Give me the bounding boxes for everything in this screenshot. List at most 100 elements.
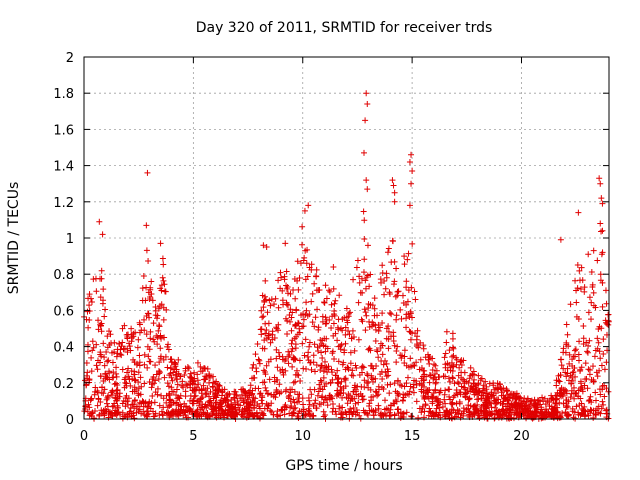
- data-point: [485, 401, 492, 408]
- data-point: [287, 306, 294, 313]
- data-point: [213, 394, 220, 401]
- data-point: [360, 396, 367, 403]
- data-point: [102, 306, 109, 313]
- data-point: [179, 378, 186, 385]
- data-point: [321, 299, 328, 306]
- data-point: [99, 231, 106, 238]
- data-point: [299, 241, 306, 248]
- data-point: [442, 400, 449, 407]
- data-point: [300, 316, 307, 323]
- data-point: [318, 349, 325, 356]
- data-point: [406, 158, 413, 165]
- data-point: [564, 413, 571, 420]
- data-point: [492, 397, 499, 404]
- data-point: [390, 182, 397, 189]
- data-point: [414, 333, 421, 340]
- data-point: [385, 245, 392, 252]
- data-point: [372, 326, 379, 333]
- data-point: [393, 265, 400, 272]
- data-point: [449, 367, 456, 374]
- data-point: [272, 394, 279, 401]
- data-point: [368, 394, 375, 401]
- data-point: [377, 371, 384, 378]
- data-point: [102, 406, 109, 413]
- data-point: [150, 408, 157, 415]
- data-point: [366, 345, 373, 352]
- tick-labels: 00.20.40.60.811.21.41.61.820 5 10 15 20: [53, 51, 529, 444]
- data-point: [303, 365, 310, 372]
- data-point: [469, 372, 476, 379]
- data-point: [417, 339, 424, 346]
- data-point: [184, 407, 191, 414]
- data-point: [226, 404, 233, 411]
- data-point: [594, 257, 601, 264]
- data-point: [157, 345, 164, 352]
- data-point: [121, 345, 128, 352]
- data-point: [257, 390, 264, 397]
- data-point: [184, 382, 191, 389]
- data-point: [470, 380, 477, 387]
- data-point: [384, 249, 391, 256]
- data-point: [160, 261, 167, 268]
- data-point: [119, 415, 126, 422]
- data-point: [287, 404, 294, 411]
- data-point: [287, 318, 294, 325]
- data-point: [472, 402, 479, 409]
- data-point: [379, 310, 386, 317]
- data-point: [296, 357, 303, 364]
- data-point: [359, 363, 366, 370]
- data-point: [322, 314, 329, 321]
- data-point: [585, 342, 592, 349]
- data-point: [355, 336, 362, 343]
- data-point: [88, 354, 95, 361]
- data-point: [331, 300, 338, 307]
- data-point: [283, 285, 290, 292]
- data-point: [598, 195, 605, 202]
- data-point: [476, 387, 483, 394]
- data-point: [365, 304, 372, 311]
- data-point: [583, 339, 590, 346]
- data-point: [391, 189, 398, 196]
- data-point: [292, 295, 299, 302]
- data-point: [85, 401, 92, 408]
- data-point: [290, 287, 297, 294]
- data-point: [513, 394, 520, 401]
- data-point: [218, 400, 225, 407]
- data-point: [166, 402, 173, 409]
- data-point: [538, 410, 545, 417]
- data-point: [362, 277, 369, 284]
- data-point: [100, 377, 107, 384]
- x-tick-label: 10: [294, 429, 311, 444]
- data-point: [567, 394, 574, 401]
- data-point: [295, 286, 302, 293]
- data-point: [84, 369, 91, 376]
- data-point: [605, 388, 612, 395]
- data-point: [421, 376, 428, 383]
- data-point: [489, 410, 496, 417]
- data-point: [393, 347, 400, 354]
- data-point: [300, 311, 307, 318]
- data-point: [206, 379, 213, 386]
- data-point: [458, 361, 465, 368]
- data-point: [345, 366, 352, 373]
- data-point: [411, 288, 418, 295]
- data-point: [126, 343, 133, 350]
- data-point: [506, 406, 513, 413]
- data-point: [399, 292, 406, 299]
- data-point: [154, 312, 161, 319]
- data-point: [319, 354, 326, 361]
- data-point: [124, 369, 131, 376]
- data-point: [447, 396, 454, 403]
- data-point: [574, 262, 581, 269]
- data-point: [91, 407, 98, 414]
- data-point: [600, 351, 607, 358]
- data-point: [368, 372, 375, 379]
- data-point: [207, 388, 214, 395]
- data-point: [125, 365, 132, 372]
- data-point: [542, 414, 549, 421]
- data-point: [97, 373, 104, 380]
- data-point: [289, 337, 296, 344]
- data-point: [528, 397, 535, 404]
- data-point: [361, 306, 368, 313]
- data-point: [150, 373, 157, 380]
